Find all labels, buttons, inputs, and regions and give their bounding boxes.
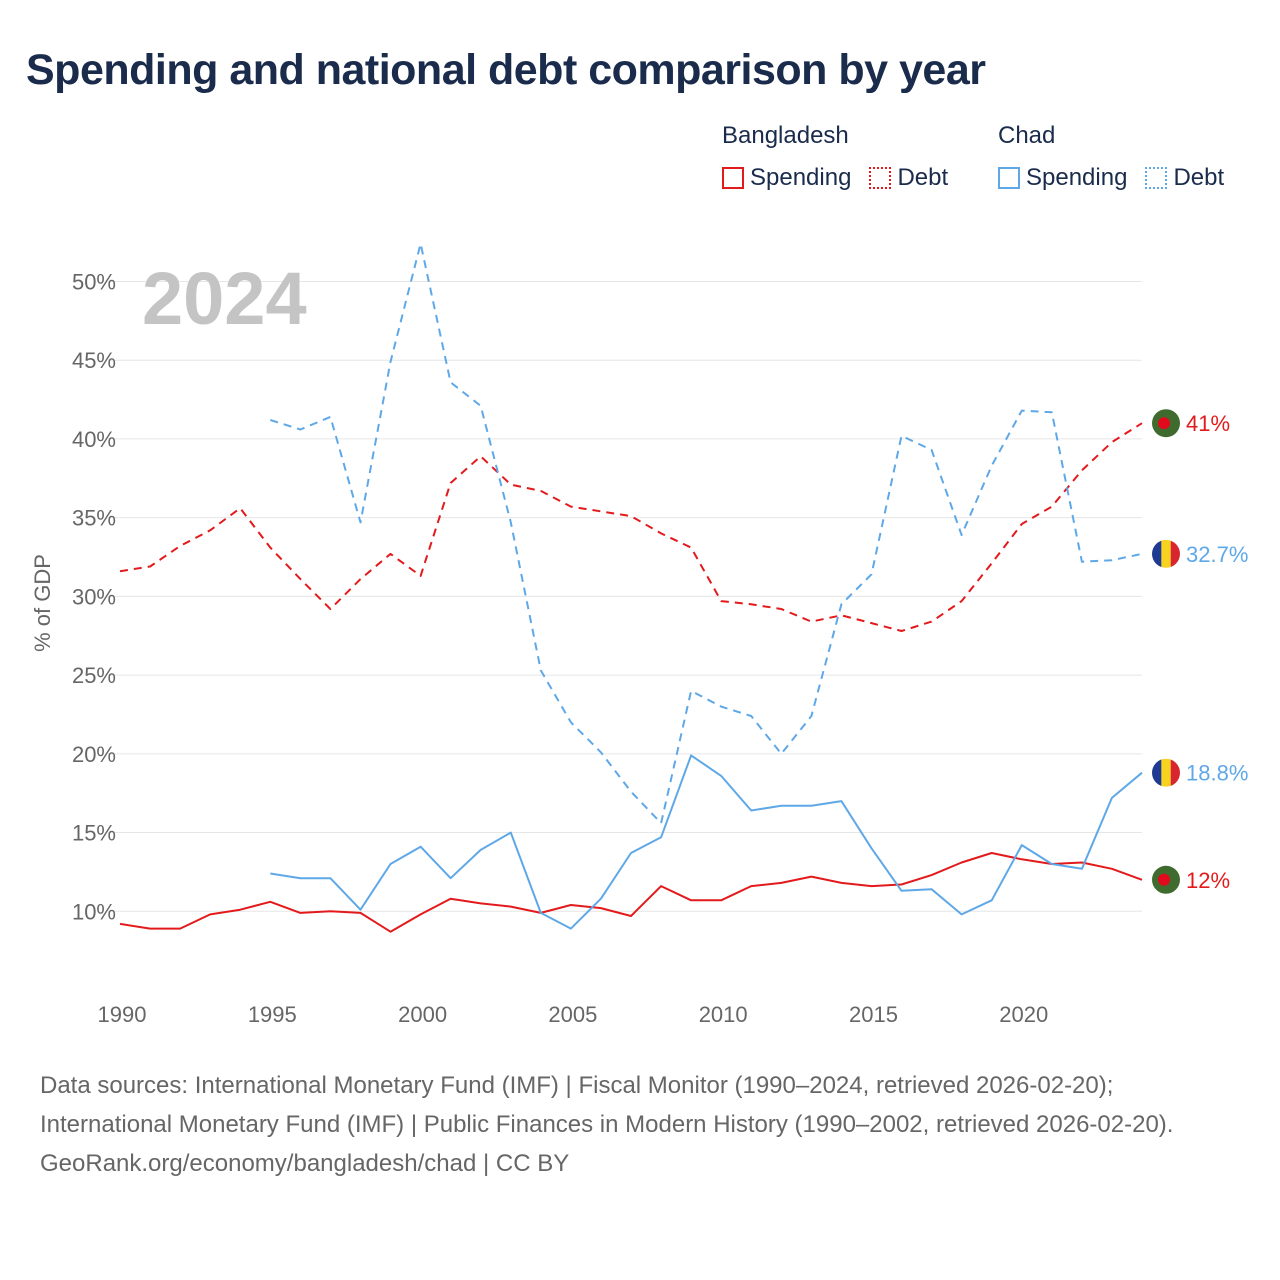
- end-value-label: 41%: [1186, 411, 1230, 436]
- bangladesh-flag-icon: [1152, 409, 1180, 438]
- footer: Data sources: International Monetary Fun…: [40, 1066, 1240, 1183]
- chart-title: Spending and national debt comparison by…: [26, 46, 986, 94]
- y-axis-ticks: 10% 15% 20% 25% 30% 35% 40% 45% 50%: [72, 269, 116, 924]
- legend-item-label: Spending: [750, 164, 852, 191]
- x-tick-label: 2010: [699, 1002, 748, 1027]
- series-line-bangladesh-spending[interactable]: [119, 852, 1143, 933]
- legend-bangladesh: Bangladesh Spending Debt: [722, 122, 966, 192]
- y-axis-label: % of GDP: [30, 554, 55, 652]
- y-tick-label: 25%: [72, 663, 116, 688]
- end-value-label: 12%: [1186, 868, 1230, 893]
- x-tick-label: 2005: [548, 1002, 597, 1027]
- data-sources: Data sources: International Monetary Fun…: [40, 1072, 1174, 1138]
- y-tick-label: 10%: [72, 899, 116, 924]
- legend-country-label: Bangladesh: [722, 122, 849, 149]
- chad-flag-icon: [1152, 758, 1180, 787]
- credit-link[interactable]: GeoRank.org/economy/bangladesh/chad | CC…: [40, 1150, 570, 1177]
- chad-flag-icon: [1152, 539, 1180, 568]
- legend-bangladesh-spending[interactable]: Spending: [722, 164, 851, 192]
- gridlines: [108, 280, 1142, 912]
- legend-bangladesh-debt[interactable]: Debt: [869, 164, 948, 192]
- y-tick-label: 15%: [72, 821, 116, 846]
- y-tick-label: 50%: [72, 269, 116, 294]
- legend-chad-debt[interactable]: Debt: [1145, 164, 1224, 192]
- series-line-chad-debt[interactable]: [269, 242, 1143, 825]
- x-tick-label: 1995: [248, 1002, 297, 1027]
- y-tick-label: 35%: [72, 506, 116, 531]
- legend-chad-spending[interactable]: Spending: [998, 164, 1127, 192]
- y-tick-label: 45%: [72, 348, 116, 373]
- series-end-markers: 41% 32.7% 12% 18.8%: [1152, 409, 1248, 894]
- end-value-label: 18.8%: [1186, 761, 1248, 786]
- legend-swatch-solid: [998, 167, 1020, 189]
- x-axis-ticks: 1990 1995 2000 2005 2010 2015 2020: [98, 1002, 1049, 1027]
- end-value-label: 32.7%: [1186, 542, 1248, 567]
- bangladesh-flag-icon: [1152, 865, 1180, 894]
- x-tick-label: 2020: [999, 1002, 1048, 1027]
- legend-swatch-dotted: [1145, 167, 1168, 189]
- legend-country-label: Chad: [998, 122, 1056, 149]
- legend-swatch-dotted: [869, 167, 892, 189]
- x-tick-label: 1990: [98, 1002, 147, 1027]
- year-watermark: 2024: [142, 257, 307, 340]
- series-line-chad-spending[interactable]: [270, 754, 1143, 930]
- series-lines: [119, 242, 1143, 933]
- x-tick-label: 2015: [849, 1002, 898, 1027]
- legend-item-label: Spending: [1026, 164, 1128, 191]
- x-tick-label: 2000: [398, 1002, 447, 1027]
- legend-item-label: Debt: [1173, 164, 1225, 191]
- y-tick-label: 20%: [72, 742, 116, 767]
- line-chart: 10% 15% 20% 25% 30% 35% 40% 45% 50% 1990 1995 2000…: [30, 242, 1248, 1027]
- y-tick-label: 40%: [72, 427, 116, 452]
- series-line-bangladesh-debt[interactable]: [119, 422, 1143, 632]
- legend-item-label: Debt: [897, 164, 949, 191]
- y-tick-label: 30%: [72, 584, 116, 609]
- legend-chad: Chad Spending Debt: [998, 122, 1242, 192]
- legend-swatch-solid: [722, 167, 744, 189]
